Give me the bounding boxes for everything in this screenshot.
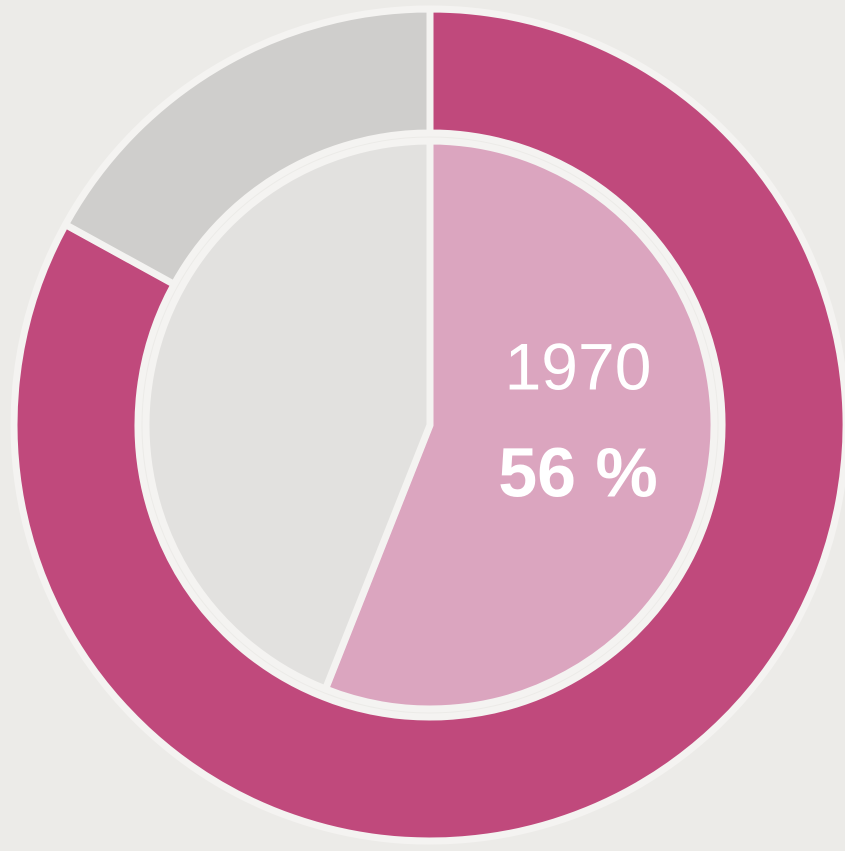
- donut-segment: [61, 5, 434, 288]
- pie-slice: [321, 137, 718, 713]
- center-label: 1970: [505, 329, 652, 403]
- donut-segment: [10, 5, 845, 845]
- pie-slice: [142, 137, 434, 693]
- value-label: 56 %: [498, 433, 658, 511]
